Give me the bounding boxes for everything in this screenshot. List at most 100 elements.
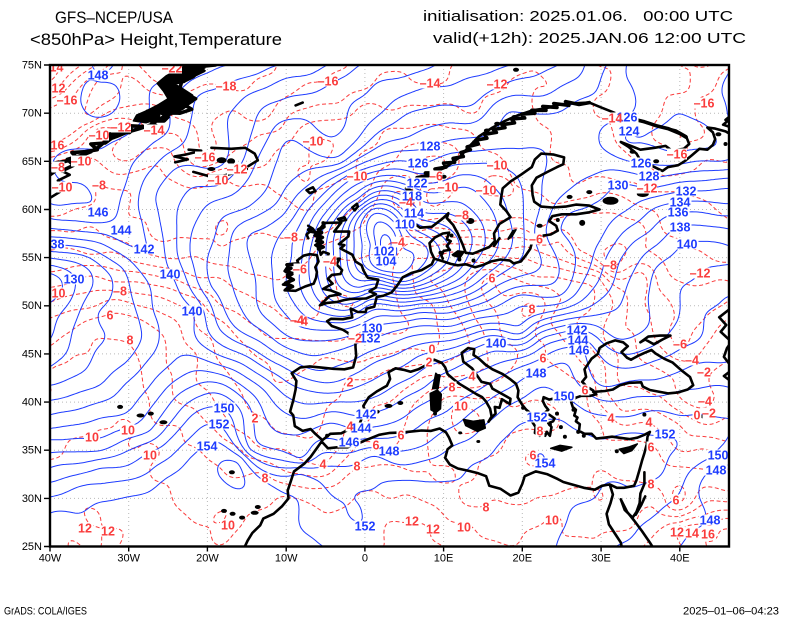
svg-text:–22: –22 [162, 62, 183, 76]
svg-text:110: 110 [395, 218, 415, 232]
svg-text:–6: –6 [529, 233, 543, 247]
svg-text:2: 2 [347, 376, 354, 390]
svg-text:6: 6 [489, 272, 496, 286]
svg-text:–2: –2 [348, 332, 362, 346]
svg-text:4: 4 [646, 416, 653, 430]
svg-text:152: 152 [355, 520, 376, 534]
svg-text:–16: –16 [318, 75, 339, 89]
svg-text:4: 4 [608, 412, 615, 426]
svg-text:–16: –16 [195, 151, 216, 165]
svg-text:144: 144 [111, 224, 132, 238]
svg-text:122: 122 [407, 177, 428, 191]
svg-text:144: 144 [568, 334, 589, 348]
svg-text:40E: 40E [670, 553, 690, 565]
svg-text:6: 6 [582, 384, 589, 398]
svg-text:140: 140 [486, 337, 507, 351]
svg-text:6: 6 [673, 494, 680, 508]
svg-text:12: 12 [405, 515, 419, 529]
svg-text:0: 0 [429, 343, 436, 357]
svg-text:–10: –10 [438, 181, 459, 195]
svg-text:142: 142 [134, 243, 155, 257]
svg-text:30W: 30W [117, 553, 140, 565]
svg-text:–14: –14 [43, 61, 64, 75]
svg-text:–16: –16 [694, 97, 715, 111]
svg-text:12: 12 [670, 526, 684, 540]
svg-text:–4: –4 [391, 236, 405, 250]
svg-text:140: 140 [182, 305, 203, 319]
svg-text:8: 8 [354, 460, 361, 474]
svg-text:130: 130 [362, 322, 383, 336]
svg-text:6: 6 [540, 352, 547, 366]
svg-text:–8: –8 [603, 259, 617, 273]
svg-text:–12: –12 [637, 182, 658, 196]
svg-text:–8: –8 [92, 179, 106, 193]
svg-text:146: 146 [88, 206, 109, 220]
svg-text:12: 12 [78, 522, 92, 536]
svg-text:75N: 75N [22, 60, 42, 72]
svg-text:126: 126 [408, 157, 429, 171]
svg-text:148: 148 [526, 367, 547, 381]
svg-text:–4: –4 [294, 315, 308, 329]
svg-text:35N: 35N [22, 445, 42, 457]
svg-text:GFS–NCEP/USA: GFS–NCEP/USA [55, 8, 174, 27]
svg-text:8: 8 [529, 303, 536, 317]
svg-text:150: 150 [554, 390, 575, 404]
svg-text:10: 10 [545, 514, 559, 528]
svg-text:10W: 10W [275, 553, 298, 565]
svg-text:–4: –4 [685, 354, 699, 368]
svg-text:–12: –12 [111, 121, 132, 135]
svg-text:<850hPa> Height,Temperature: <850hPa> Height,Temperature [30, 30, 282, 49]
svg-text:8: 8 [127, 334, 134, 348]
svg-text:–4: –4 [323, 255, 337, 269]
svg-text:–16: –16 [57, 94, 78, 108]
svg-text:–10: –10 [303, 135, 324, 149]
svg-text:–10: –10 [347, 170, 368, 184]
svg-text:146: 146 [339, 436, 360, 450]
svg-text:25N: 25N [22, 541, 42, 553]
svg-text:142: 142 [567, 324, 588, 338]
svg-text:150: 150 [708, 449, 729, 463]
svg-text:–16: –16 [667, 148, 688, 162]
svg-text:–6: –6 [429, 170, 443, 184]
svg-text:14: 14 [685, 527, 699, 541]
svg-text:102: 102 [374, 245, 395, 259]
svg-text:132: 132 [676, 185, 697, 199]
svg-text:6: 6 [107, 309, 114, 323]
svg-text:8: 8 [648, 478, 655, 492]
svg-text:0: 0 [362, 553, 368, 565]
svg-text:–2: –2 [702, 407, 716, 421]
svg-text:10: 10 [221, 519, 235, 533]
svg-text:–8: –8 [113, 285, 127, 299]
svg-text:–6: –6 [673, 338, 687, 352]
svg-text:70N: 70N [22, 108, 42, 120]
svg-text:146: 146 [569, 344, 590, 358]
svg-text:144: 144 [351, 422, 372, 436]
svg-text:–14: –14 [144, 124, 165, 138]
svg-text:10: 10 [454, 400, 468, 414]
svg-text:134: 134 [670, 196, 691, 210]
svg-text:–10: –10 [476, 184, 497, 198]
svg-text:–10: –10 [52, 181, 73, 195]
svg-text:40N: 40N [22, 397, 42, 409]
svg-text:–10: –10 [71, 155, 92, 169]
svg-text:50N: 50N [22, 300, 42, 312]
svg-text:45N: 45N [22, 348, 42, 360]
svg-text:6: 6 [373, 439, 380, 453]
svg-text:152: 152 [655, 428, 676, 442]
svg-text:128: 128 [639, 170, 660, 184]
svg-text:4: 4 [347, 420, 354, 434]
svg-text:–18: –18 [216, 80, 237, 94]
svg-text:2025–01–06–04:23: 2025–01–06–04:23 [683, 606, 779, 618]
svg-text:140: 140 [677, 238, 698, 252]
svg-text:–10: –10 [45, 287, 66, 301]
svg-text:12: 12 [426, 523, 440, 537]
svg-text:–4: –4 [399, 196, 413, 210]
svg-text:–12: –12 [227, 163, 248, 177]
svg-text:152: 152 [209, 418, 230, 432]
svg-text:60N: 60N [22, 204, 42, 216]
svg-text:–12: –12 [690, 267, 711, 281]
svg-text:138: 138 [670, 221, 691, 235]
svg-text:6: 6 [530, 449, 537, 463]
svg-text:–8: –8 [284, 231, 298, 245]
svg-text:–10: –10 [487, 159, 508, 173]
